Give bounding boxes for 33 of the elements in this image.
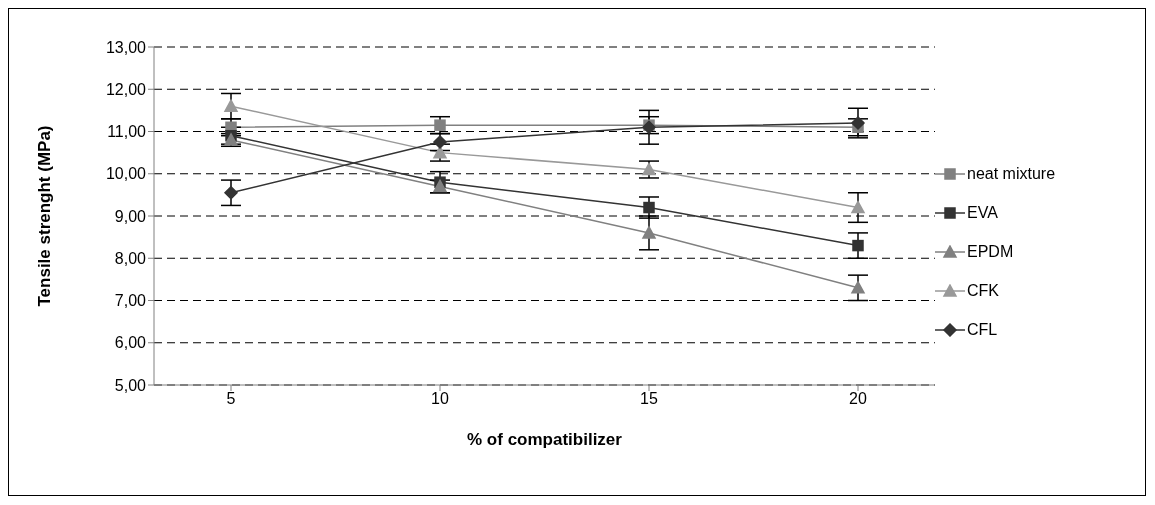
x-axis-title: % of compatibilizer (467, 430, 623, 449)
y-tick-label: 13,00 (105, 38, 147, 56)
legend-label: CFK (967, 282, 999, 300)
x-tick-label: 5 (226, 390, 236, 408)
point (434, 119, 446, 131)
point (224, 99, 238, 112)
legend-label: EPDM (967, 243, 1014, 261)
y-tick-label: 12,00 (105, 80, 147, 98)
point (642, 226, 656, 239)
x-tick-label: 20 (849, 390, 867, 408)
y-axis-title: Tensile strenght (MPa) (35, 125, 55, 307)
point (851, 116, 865, 130)
y-tick-label: 6,00 (114, 334, 147, 352)
point (224, 186, 238, 200)
point (642, 120, 656, 135)
legend-label: CFL (967, 321, 998, 339)
point (433, 145, 447, 159)
point (852, 239, 864, 252)
legend-label: neat mixture (967, 165, 1056, 183)
point (851, 281, 865, 294)
x-tick-label: 15 (640, 390, 658, 408)
legend-label: EVA (967, 204, 998, 222)
y-tick-label: 7,00 (114, 292, 147, 310)
point (851, 200, 865, 214)
y-tick-label: 8,00 (114, 249, 147, 267)
y-tick-label: 10,00 (105, 165, 147, 183)
point (433, 179, 447, 193)
y-tick-label: 5,00 (114, 376, 147, 394)
point (643, 201, 655, 214)
y-tick-label: 11,00 (107, 123, 147, 141)
x-tick-label: 10 (431, 390, 449, 408)
y-tick-label: 9,00 (114, 207, 147, 225)
point (642, 162, 656, 176)
